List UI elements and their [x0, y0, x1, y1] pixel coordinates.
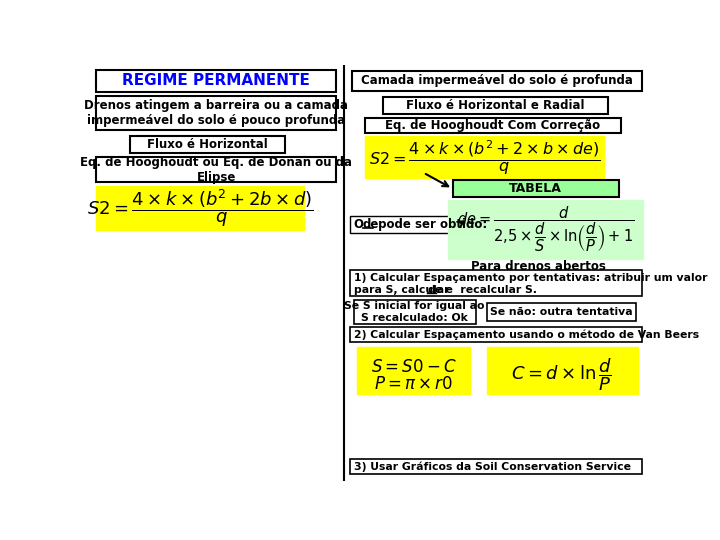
Text: Se não: outra tentativa: Se não: outra tentativa [490, 307, 632, 317]
FancyBboxPatch shape [96, 96, 336, 130]
Text: 2) Calcular Espaçamento usando o método de Van Beers: 2) Calcular Espaçamento usando o método … [354, 329, 699, 340]
Text: TABELA: TABELA [509, 183, 562, 195]
FancyBboxPatch shape [365, 137, 604, 178]
Text: de: de [427, 285, 442, 295]
Text: pode ser obtido:: pode ser obtido: [374, 218, 487, 231]
Text: Eq. de Hooghoudt ou Eq. de Donan ou da
Elipse: Eq. de Hooghoudt ou Eq. de Donan ou da E… [81, 156, 352, 184]
Text: Fluxo é Horizontal e Radial: Fluxo é Horizontal e Radial [406, 99, 585, 112]
FancyBboxPatch shape [365, 118, 621, 133]
FancyBboxPatch shape [383, 97, 608, 114]
Text: para S, calcular: para S, calcular [354, 285, 454, 295]
FancyBboxPatch shape [352, 71, 642, 91]
FancyBboxPatch shape [453, 180, 619, 197]
Text: de: de [363, 218, 379, 231]
Text: $C = d \times \ln \dfrac{d}{P}$: $C = d \times \ln \dfrac{d}{P}$ [511, 357, 613, 394]
FancyBboxPatch shape [96, 70, 336, 92]
Text: Camada impermeável do solo é profunda: Camada impermeável do solo é profunda [361, 75, 633, 87]
Text: Se S inicial for igual ao
S recalculado: Ok: Se S inicial for igual ao S recalculado:… [344, 301, 485, 323]
Text: Eq. de Hooghoudt Com Correção: Eq. de Hooghoudt Com Correção [385, 119, 600, 132]
FancyBboxPatch shape [350, 215, 466, 233]
Text: $S2 = \dfrac{4 \times k \times (b^{2} + 2b \times d)}{q}$: $S2 = \dfrac{4 \times k \times (b^{2} + … [86, 187, 313, 229]
Text: O: O [354, 218, 369, 231]
Text: $S2 = \dfrac{4 \times k \times (b^{2} + 2 \times b \times de)}{q}$: $S2 = \dfrac{4 \times k \times (b^{2} + … [369, 139, 600, 177]
FancyBboxPatch shape [96, 157, 336, 182]
FancyBboxPatch shape [354, 300, 476, 323]
Text: 1) Calcular Espaçamento por tentativas: atribuir um valor: 1) Calcular Espaçamento por tentativas: … [354, 273, 708, 283]
Text: $de = \dfrac{d}{2{,}5 \times \dfrac{d}{S} \times \ln\!\left(\dfrac{d}{P}\right)+: $de = \dfrac{d}{2{,}5 \times \dfrac{d}{S… [457, 205, 634, 254]
Text: Fluxo é Horizontal: Fluxo é Horizontal [148, 138, 268, 151]
Text: e  recalcular S.: e recalcular S. [438, 285, 537, 295]
FancyBboxPatch shape [487, 347, 638, 394]
FancyBboxPatch shape [350, 271, 642, 296]
FancyBboxPatch shape [130, 137, 285, 153]
FancyBboxPatch shape [350, 327, 642, 342]
FancyBboxPatch shape [448, 200, 644, 259]
FancyBboxPatch shape [350, 459, 642, 475]
Text: $S = S0 - C$: $S = S0 - C$ [371, 357, 457, 376]
FancyBboxPatch shape [487, 303, 636, 321]
Text: REGIME PERMANENTE: REGIME PERMANENTE [122, 73, 310, 89]
Text: Para drenos abertos: Para drenos abertos [470, 260, 606, 273]
Text: $P = \pi \times r0$: $P = \pi \times r0$ [374, 375, 454, 393]
FancyBboxPatch shape [357, 347, 469, 394]
Text: 3) Usar Gráficos da Soil Conservation Service: 3) Usar Gráficos da Soil Conservation Se… [354, 462, 631, 472]
FancyBboxPatch shape [96, 186, 304, 231]
Text: Drenos atingem a barreira ou a camada
impermeável do solo é pouco profunda: Drenos atingem a barreira ou a camada im… [84, 99, 348, 127]
